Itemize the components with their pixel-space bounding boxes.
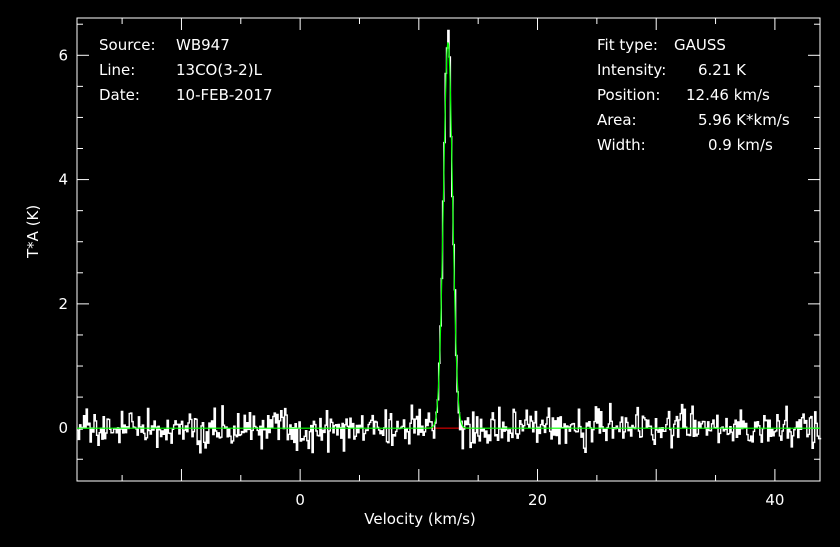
y-axis-label: T*A (K) bbox=[24, 204, 42, 258]
width-label: Width: bbox=[597, 136, 646, 154]
y-tick-label: 4 bbox=[58, 171, 68, 189]
area-value: 5.96 K*km/s bbox=[698, 111, 790, 129]
fit-type-label: Fit type: bbox=[597, 36, 658, 54]
gaussian-fit-line bbox=[77, 42, 820, 429]
intensity-value: 6.21 K bbox=[698, 61, 747, 79]
fit-type-value: GAUSS bbox=[674, 36, 726, 54]
position-label: Position: bbox=[597, 86, 661, 104]
x-tick-label: 0 bbox=[295, 491, 305, 509]
intensity-label: Intensity: bbox=[597, 61, 667, 79]
width-value: 0.9 km/s bbox=[708, 136, 773, 154]
source-label: Source: bbox=[99, 36, 156, 54]
source-value: WB947 bbox=[176, 36, 230, 54]
line-label: Line: bbox=[99, 61, 136, 79]
spectrum-line bbox=[77, 29, 822, 454]
x-tick-label: 20 bbox=[528, 491, 547, 509]
y-tick-label: 6 bbox=[58, 46, 68, 64]
axis-ticks bbox=[77, 18, 820, 481]
x-tick-label: 40 bbox=[765, 491, 784, 509]
x-axis-label: Velocity (km/s) bbox=[364, 510, 476, 528]
date-value: 10-FEB-2017 bbox=[176, 86, 273, 104]
area-label: Area: bbox=[597, 111, 637, 129]
line-value: 13CO(3-2)L bbox=[176, 61, 262, 79]
source-info-block: Source: WB947 Line: 13CO(3-2)L Date: 10-… bbox=[0, 0, 272, 126]
date-label: Date: bbox=[99, 86, 140, 104]
y-tick-label: 0 bbox=[58, 419, 68, 437]
y-tick-label: 2 bbox=[58, 295, 68, 313]
position-value: 12.46 km/s bbox=[686, 86, 770, 104]
plot-frame bbox=[76, 17, 821, 482]
fit-info-block: Fit type: GAUSS Intensity: 6.21 K Positi… bbox=[0, 0, 790, 198]
tick-labels: 0 20 40 0 2 4 6 bbox=[58, 46, 784, 509]
